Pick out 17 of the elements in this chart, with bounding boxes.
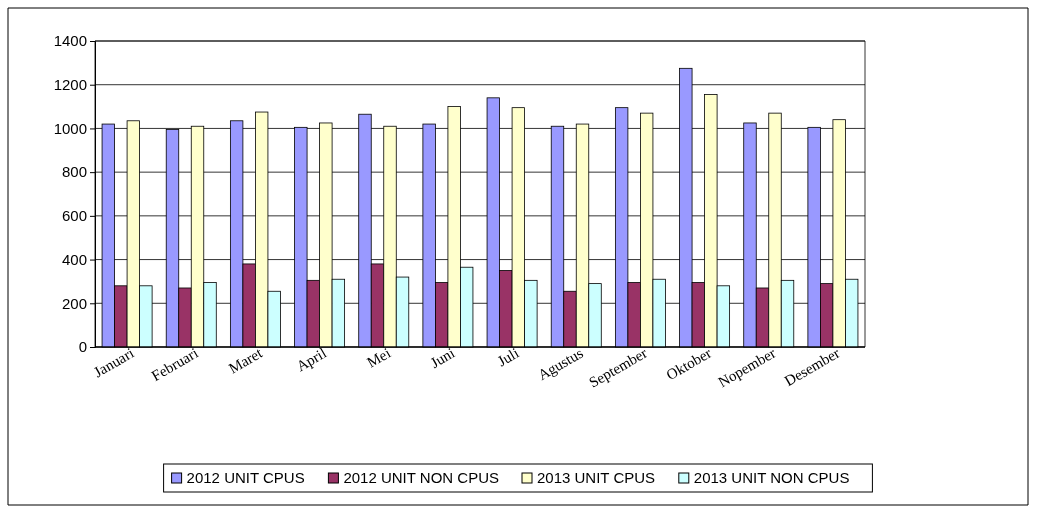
x-tick-label: Maret xyxy=(225,344,266,377)
x-tick-label: Juni xyxy=(427,344,458,372)
y-tick-label: 200 xyxy=(61,294,87,312)
y-tick-label: 600 xyxy=(61,207,87,225)
y-tick-label: 800 xyxy=(61,163,87,181)
y-tick-label: 0 xyxy=(78,338,87,356)
y-tick-label: 1400 xyxy=(53,32,87,50)
y-tick-label: 1200 xyxy=(53,76,87,94)
legend-label: 2013 UNIT NON CPUS xyxy=(693,469,850,486)
x-tick-label: April xyxy=(293,344,330,375)
y-tick-label: 400 xyxy=(61,250,87,268)
x-tick-label: Juli xyxy=(494,344,522,370)
legend-label: 2013 UNIT CPUS xyxy=(537,469,656,486)
y-tick-label: 1000 xyxy=(53,119,87,137)
legend-label: 2012 UNIT NON CPUS xyxy=(343,469,500,486)
legend-label: 2012 UNIT CPUS xyxy=(186,469,305,486)
x-tick-label: Mei xyxy=(364,344,394,371)
